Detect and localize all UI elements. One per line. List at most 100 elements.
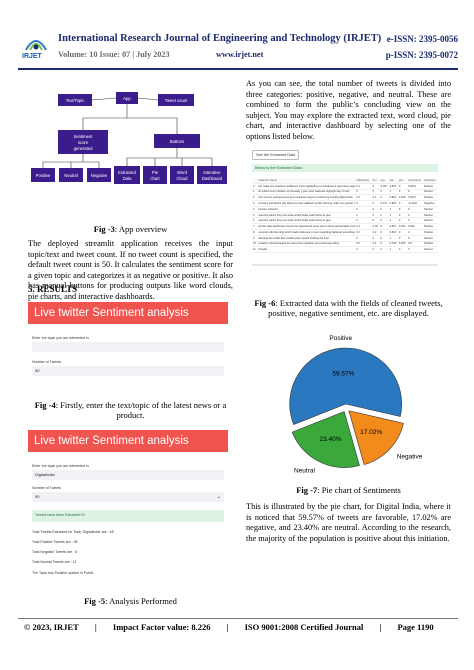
table-header-cell[interactable]: Sentiment xyxy=(423,178,438,184)
fig5-count-select[interactable]: 50 ⌄ xyxy=(32,492,224,502)
node-app xyxy=(116,92,138,104)
pie-category-label-positive: Positive xyxy=(329,335,352,342)
table-cell: read first admin they own india untied f… xyxy=(257,212,356,219)
node-neutral-label: Neutral xyxy=(64,173,78,178)
table-header-cell[interactable] xyxy=(252,178,258,184)
pie-slice-neutral xyxy=(291,411,360,468)
table-cell: 0 xyxy=(379,235,389,242)
table-header-cell[interactable]: Cleaned Tweets xyxy=(257,178,356,184)
logo-text: IRJET xyxy=(22,53,42,60)
pie-pct-label-neutral: 23.40% xyxy=(320,436,342,443)
table-cell: 0.199 xyxy=(397,194,408,202)
fig4-count-input[interactable]: 50 xyxy=(32,366,224,376)
fig5-line-neutral: Total Neutral Tweets are : 12 xyxy=(32,560,77,564)
table-cell: 0 xyxy=(355,212,372,219)
table-cell: 0.801 xyxy=(388,194,398,202)
fig5-topic-label: Enter the topic you are interested in xyxy=(32,464,89,468)
table-header-cell[interactable]: Pol xyxy=(371,178,380,184)
pie-pct-label-positive: 59.57% xyxy=(332,370,354,377)
table-cell: 0 xyxy=(407,212,424,219)
fig7-caption: Fig -7: Pie chart of Sentiments xyxy=(246,485,451,495)
table-header-row: Cleaned Tweets Subjectivity Pol neg neu pos Co… xyxy=(252,178,438,184)
table-cell: 1 xyxy=(388,189,398,196)
right-paragraph: As you can see, the total number of twee… xyxy=(246,79,451,141)
table-cell: Positive xyxy=(423,223,438,231)
pie-pct-label-negative: 17.02% xyxy=(360,429,382,436)
fig5-topic-input[interactable]: Digitalindia xyxy=(32,470,224,480)
fig5-success-box: Tweets have been Extracted !!!! xyxy=(32,510,224,522)
table-cell: 0 xyxy=(397,229,408,236)
table-cell: 0.4 xyxy=(355,194,372,202)
node-interactive xyxy=(197,166,227,184)
table-cell: 0.1 xyxy=(371,194,380,202)
table-header-cell[interactable]: Subjectivity xyxy=(355,178,372,184)
table-cell: 0 xyxy=(407,206,424,213)
logo-mark-icon xyxy=(25,40,47,51)
table-cell: 0.343 xyxy=(397,223,408,231)
table-row: 11 thought 0 0 0 1 0 0 Neutral xyxy=(252,246,438,254)
table-cell: 6 xyxy=(252,217,258,225)
fig4-label: Fig -4 xyxy=(34,400,56,410)
table-cell: 0 xyxy=(371,212,380,219)
table-cell: 8 xyxy=(252,229,258,236)
table-cell: function reduced xyxy=(257,206,356,213)
table-cell: 0.834 xyxy=(388,183,398,190)
table-header-cell[interactable]: Compound xyxy=(407,178,424,184)
table-cell: 1 xyxy=(388,212,398,219)
table-cell: 0.9041 xyxy=(407,183,424,190)
table-row: 2 how women entrepreneurs govt ministries… xyxy=(252,194,438,202)
table-cell: 0.255 xyxy=(397,241,408,248)
table-row: 7 remote take department funnel two opera… xyxy=(252,223,438,231)
table-cell: 0.657 xyxy=(388,223,398,231)
node-app-label: App xyxy=(123,96,131,101)
table-header-cell[interactable]: neu xyxy=(388,178,398,184)
table-header-cell[interactable]: neg xyxy=(379,178,389,184)
fig4-topic-input[interactable] xyxy=(32,342,224,352)
eissn: e-ISSN: 2395-0056 xyxy=(386,34,458,44)
footer-impact: Impact Factor value: 8.226 xyxy=(112,622,211,632)
fig5-line-opinion: The Topic has Positive opinion in Public xyxy=(32,571,94,575)
node-sentiment xyxy=(58,130,108,154)
fig4-screenshot: Live twitter Sentiment analysis Enter th… xyxy=(28,302,228,384)
pie-category-label-negative: Negative xyxy=(397,453,423,460)
table-cell: 0 xyxy=(397,206,408,213)
pie-slice-negative xyxy=(348,410,404,466)
fig3-caption: Fig -3: App overview xyxy=(28,224,233,234)
table-header-cell[interactable]: pos xyxy=(397,178,408,184)
see-extracted-data-button[interactable]: See the Extracted Data xyxy=(252,150,300,160)
table-row: 10 certainly showed people the trees thus… xyxy=(252,241,438,248)
node-extracted-label-2: Data xyxy=(123,176,133,181)
table-cell: Negative xyxy=(423,200,438,207)
node-pie-label-2: chart xyxy=(150,176,160,181)
chevron-down-icon: ⌄ xyxy=(216,494,221,500)
table-cell: Positive xyxy=(423,241,438,248)
table-row: 8 reported rolls blending which made indi… xyxy=(252,229,438,236)
table-cell: 1 xyxy=(388,246,398,254)
node-tweet-count xyxy=(158,94,194,106)
table-cell: 0 xyxy=(397,200,408,207)
fig5-count-label: Number of Tweets xyxy=(32,486,62,490)
node-positive xyxy=(31,168,55,182)
table-cell: read first admin they own india untied f… xyxy=(257,217,356,225)
table-cell: 0 xyxy=(397,183,408,190)
fig4-count-label: Number of Tweets xyxy=(32,360,62,364)
table-cell: absolute fat middle flow mobile action t… xyxy=(257,235,356,242)
table-cell: 0.2 xyxy=(371,229,380,236)
fig5-count-value: 50 xyxy=(35,494,40,499)
node-negative xyxy=(87,168,111,182)
node-pie-label-1: Pie xyxy=(152,170,159,175)
table-cell: 0 xyxy=(407,229,424,236)
table-cell: 1 xyxy=(388,217,398,225)
app-overview-flowchart: Text/Topic App Tweet count Sentiment sco… xyxy=(31,92,227,184)
table-cell: 0 xyxy=(379,246,389,254)
table-cell: 0 xyxy=(355,206,372,213)
table-cell: 0.5267 xyxy=(407,194,424,202)
fig3-label: Fig -3 xyxy=(93,224,115,234)
table-cell: 0.834 xyxy=(388,229,398,236)
node-text-topic xyxy=(58,94,92,106)
website[interactable]: www.irjet.net xyxy=(216,50,264,59)
irjet-logo: IRJET xyxy=(18,30,54,64)
table-cell: 0.4 xyxy=(371,241,380,248)
table-scrollbar[interactable] xyxy=(252,264,438,266)
table-cell: 0 xyxy=(371,246,380,254)
